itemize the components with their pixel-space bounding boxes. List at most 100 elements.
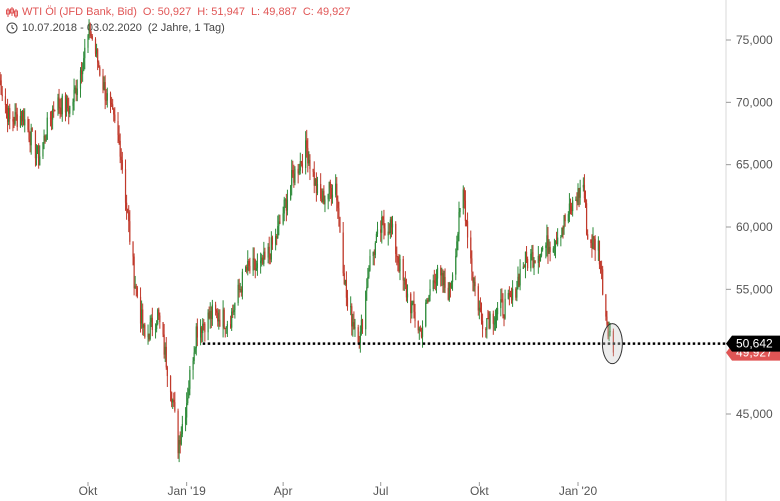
- candlestick-chart-icon: [6, 6, 18, 18]
- highlight-ellipse: [601, 323, 623, 365]
- candle-body: [293, 173, 295, 183]
- candle-body: [376, 229, 379, 234]
- candle-body: [286, 199, 289, 211]
- candle-body: [172, 399, 174, 403]
- candle-body: [233, 309, 235, 312]
- candle-body: [397, 257, 399, 263]
- candle-body: [218, 319, 220, 322]
- candle-body: [492, 313, 494, 324]
- candle-body: [6, 107, 9, 122]
- candle-body: [465, 220, 468, 222]
- candle-body: [12, 119, 14, 122]
- candle-body: [129, 221, 131, 242]
- candle-body: [73, 89, 75, 103]
- candle-body: [28, 129, 30, 140]
- candle-body: [561, 228, 563, 237]
- date-range: 10.07.2018 - 03.02.2020: [22, 22, 142, 34]
- candle-body: [429, 289, 431, 296]
- candle-body: [112, 104, 114, 110]
- candle-body: [530, 253, 532, 269]
- candle-body: [450, 282, 453, 288]
- candle-body: [43, 135, 45, 143]
- candle-body: [165, 346, 167, 368]
- candle-body: [136, 287, 138, 297]
- candle-body: [600, 266, 603, 270]
- x-tick-label: Jul: [373, 484, 388, 498]
- candle-body: [432, 280, 434, 290]
- candle-body: [125, 202, 128, 209]
- candle-body: [60, 107, 62, 115]
- candle-body: [74, 87, 76, 90]
- candle-body: [605, 294, 607, 317]
- candle-body: [511, 288, 514, 301]
- candle-body: [294, 168, 296, 183]
- candle-body: [103, 82, 105, 90]
- candle-body: [410, 293, 412, 314]
- candle-body: [547, 235, 549, 254]
- candle-body: [83, 58, 85, 71]
- candle-body: [510, 296, 513, 301]
- candle-body: [411, 303, 413, 314]
- candle-body: [282, 213, 284, 224]
- candle-body: [316, 183, 319, 194]
- candle-body: [42, 142, 44, 157]
- candle-body: [143, 324, 145, 328]
- candle-body: [144, 324, 146, 338]
- candle-body: [202, 323, 204, 334]
- candle-body: [237, 284, 239, 303]
- candle-body: [301, 163, 304, 169]
- candle-body: [557, 237, 559, 245]
- candle-body: [224, 327, 226, 329]
- candle-body: [405, 284, 408, 298]
- candle-body: [169, 376, 172, 393]
- candlestick-series: [0, 19, 614, 463]
- candle-body: [4, 96, 7, 105]
- candle-body: [58, 97, 60, 108]
- candle-body: [351, 306, 353, 327]
- candle-body: [238, 284, 240, 290]
- candle-body: [545, 245, 547, 248]
- candle-body: [479, 307, 482, 312]
- candle-body: [463, 189, 465, 201]
- y-tick-label: 60,000: [736, 220, 773, 234]
- x-tick-label: Jan '19: [167, 484, 206, 498]
- candle-body: [174, 402, 176, 411]
- candle-body: [577, 188, 579, 203]
- candle-body: [187, 398, 189, 404]
- candle-body: [421, 326, 424, 337]
- candle-body: [598, 240, 601, 265]
- candle-body: [163, 334, 165, 355]
- candle-body: [290, 185, 292, 200]
- candle-body: [217, 312, 219, 322]
- candle-body: [127, 208, 129, 213]
- x-tick-label: Jan '20: [559, 484, 598, 498]
- candle-body: [509, 295, 512, 297]
- candle-body: [53, 108, 55, 110]
- candle-body: [500, 299, 502, 309]
- candle-body: [390, 219, 393, 228]
- candle-body: [388, 231, 390, 234]
- candle-body: [324, 199, 326, 205]
- candle-body: [486, 318, 488, 330]
- candle-body: [106, 93, 108, 101]
- candle-body: [441, 272, 443, 276]
- candle-body: [607, 324, 609, 337]
- candle-body: [425, 302, 427, 327]
- candle-body: [369, 256, 371, 271]
- candle-body: [606, 316, 608, 325]
- candle-body: [277, 226, 279, 239]
- candle-body: [117, 120, 119, 136]
- x-axis: Okt Jan '19 Apr Jul Okt Jan '20: [79, 482, 598, 498]
- period-label: (2 Jahre, 1 Tag): [147, 22, 225, 34]
- candle-body: [587, 234, 589, 240]
- candle-body: [337, 200, 339, 209]
- candle-body: [435, 278, 438, 283]
- candle-body: [470, 237, 472, 259]
- candle-body: [575, 199, 577, 201]
- candle-body: [76, 88, 78, 95]
- candle-body: [489, 313, 491, 329]
- instrument-name: WTI Öl (JFD Bank, Bid): [22, 6, 137, 18]
- candle-body: [315, 178, 317, 194]
- candle-body: [560, 236, 562, 238]
